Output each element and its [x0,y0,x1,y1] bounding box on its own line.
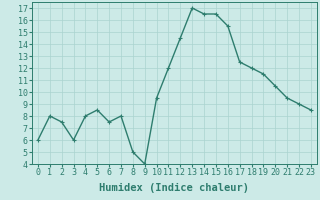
X-axis label: Humidex (Indice chaleur): Humidex (Indice chaleur) [100,183,249,193]
